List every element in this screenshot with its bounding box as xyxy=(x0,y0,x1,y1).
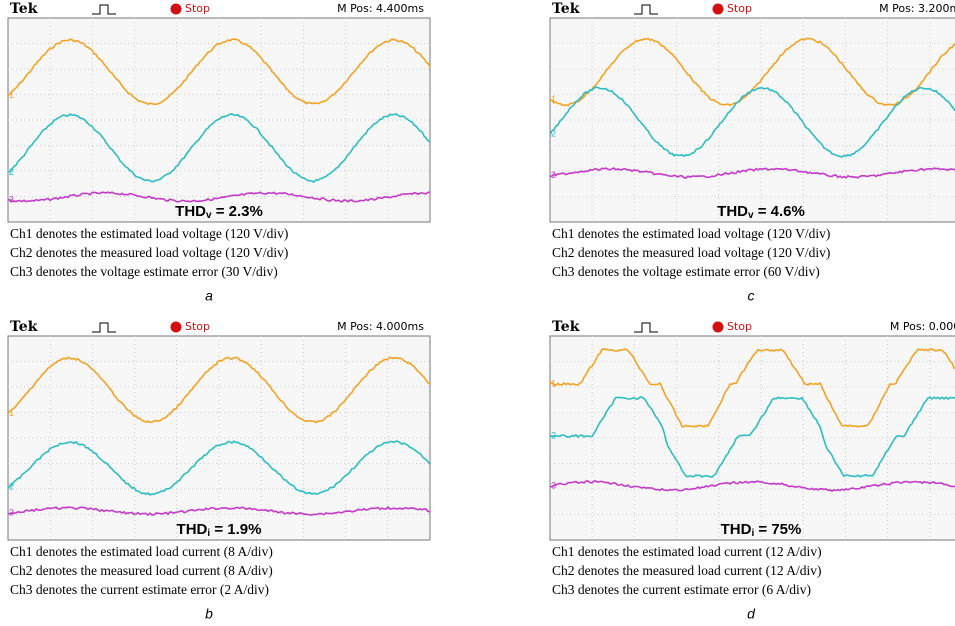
channel-marker: 2 xyxy=(551,430,556,440)
scope-panel: Tek Stop M Pos: 4.000ms 1 2 3 THDi = 1.9% Ch1 d… xyxy=(8,318,430,622)
thd-value: = 1.9% xyxy=(210,521,261,538)
stop-indicator xyxy=(171,322,182,333)
channel-marker: 1 xyxy=(9,90,14,100)
channel-marker: 3 xyxy=(9,507,14,517)
caption-line: Ch2 denotes the measured load voltage (1… xyxy=(552,245,830,260)
panel-label: a xyxy=(205,288,213,304)
channel-marker: 2 xyxy=(9,482,14,492)
stop-indicator xyxy=(171,4,182,15)
figure: Tek Stop M Pos: 4.400ms 1 2 3 THDv = 2.3% Ch1 d… xyxy=(0,0,955,626)
scope-status: Stop xyxy=(727,320,752,333)
caption-line: Ch3 denotes the voltage estimate error (… xyxy=(552,264,820,279)
scope-status: Stop xyxy=(727,2,752,15)
caption-line: Ch3 denotes the current estimate error (… xyxy=(552,582,811,597)
scope-panel: Tek Stop M Pos: 3.200ms 1 2 3 THDv = 4.6% Ch1 d… xyxy=(550,0,955,304)
scope-brand: Tek xyxy=(552,319,580,335)
caption-line: Ch3 denotes the current estimate error (… xyxy=(10,582,269,597)
scope-status: Stop xyxy=(185,320,210,333)
channel-marker: 3 xyxy=(9,195,14,205)
thd-symbol: THD xyxy=(175,203,206,220)
m-pos: M Pos: 0.000s xyxy=(890,320,955,333)
m-pos: M Pos: 4.000ms xyxy=(337,320,424,333)
channel-marker: 3 xyxy=(551,170,556,180)
channel-marker: 2 xyxy=(9,167,14,177)
thd-value: = 75% xyxy=(754,521,801,538)
caption-line: Ch1 denotes the estimated load voltage (… xyxy=(552,226,830,241)
panel-label: c xyxy=(748,288,755,304)
thd-symbol: THD xyxy=(177,521,208,538)
channel-marker: 1 xyxy=(551,94,556,104)
caption-line: Ch2 denotes the measured load current (1… xyxy=(552,563,822,578)
scope-brand: Tek xyxy=(552,1,580,17)
thd-label: THDi = 1.9% xyxy=(177,521,262,539)
channel-marker: 2 xyxy=(551,129,556,139)
stop-indicator xyxy=(713,322,724,333)
panel-label: d xyxy=(747,606,756,622)
channel-marker: 1 xyxy=(9,408,14,418)
thd-symbol: THD xyxy=(721,521,752,538)
channel-marker: 3 xyxy=(551,480,556,490)
m-pos: M Pos: 3.200ms xyxy=(879,2,955,15)
caption-line: Ch1 denotes the estimated load voltage (… xyxy=(10,226,288,241)
stop-indicator xyxy=(713,4,724,15)
caption-line: Ch3 denotes the voltage estimate error (… xyxy=(10,264,278,279)
caption-line: Ch1 denotes the estimated load current (… xyxy=(552,544,822,559)
scope-brand: Tek xyxy=(10,1,38,17)
thd-symbol: THD xyxy=(717,203,748,220)
thd-label: THDi = 75% xyxy=(721,521,802,539)
channel-marker: 1 xyxy=(551,378,556,388)
thd-label: THDv = 2.3% xyxy=(175,203,263,221)
scope-status: Stop xyxy=(185,2,210,15)
caption-line: Ch2 denotes the measured load voltage (1… xyxy=(10,245,288,260)
thd-value: = 4.6% xyxy=(754,203,805,220)
thd-label: THDv = 4.6% xyxy=(717,203,805,221)
scope-panel: Tek Stop M Pos: 4.400ms 1 2 3 THDv = 2.3% Ch1 d… xyxy=(8,0,430,304)
thd-value: = 2.3% xyxy=(212,203,263,220)
caption-line: Ch1 denotes the estimated load current (… xyxy=(10,544,273,559)
scope-panel: Tek Stop M Pos: 0.000s 1 2 3 THDi = 75% Ch1 den… xyxy=(550,318,955,622)
scope-brand: Tek xyxy=(10,319,38,335)
m-pos: M Pos: 4.400ms xyxy=(337,2,424,15)
caption-line: Ch2 denotes the measured load current (8… xyxy=(10,563,273,578)
panel-label: b xyxy=(205,606,213,622)
